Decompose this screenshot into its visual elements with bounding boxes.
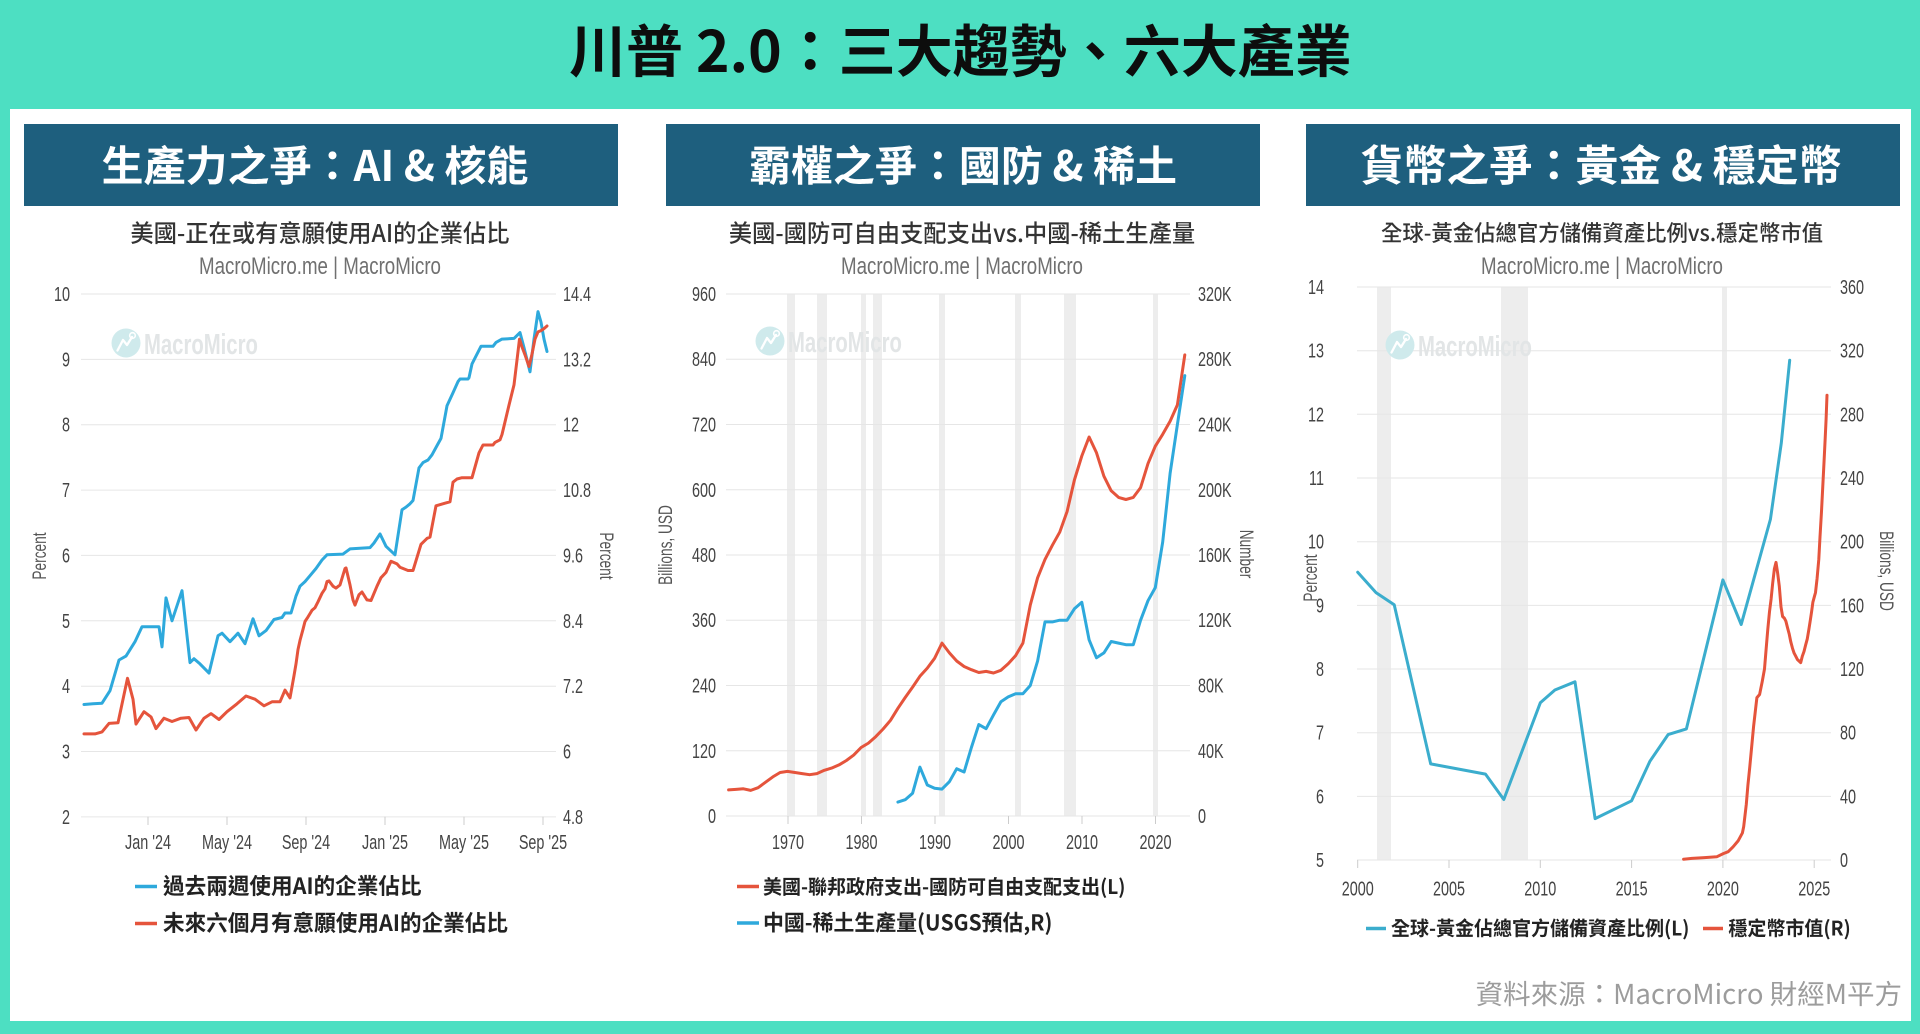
svg-text:Billions, USD: Billions, USD <box>655 505 677 585</box>
svg-text:4: 4 <box>62 675 70 698</box>
svg-text:320: 320 <box>1840 339 1864 362</box>
svg-text:14: 14 <box>1308 276 1324 299</box>
svg-text:280K: 280K <box>1198 348 1232 371</box>
svg-text:0: 0 <box>1840 849 1848 872</box>
svg-text:2000: 2000 <box>992 831 1024 854</box>
svg-text:2010: 2010 <box>1066 831 1098 854</box>
svg-text:40: 40 <box>1840 785 1856 808</box>
svg-text:8.4: 8.4 <box>563 609 583 632</box>
svg-text:2025: 2025 <box>1798 877 1830 900</box>
svg-text:Sep '25: Sep '25 <box>519 831 567 854</box>
svg-text:MacroMicro: MacroMicro <box>1418 331 1532 363</box>
svg-text:1970: 1970 <box>772 831 804 854</box>
svg-text:2: 2 <box>62 806 70 829</box>
svg-text:120: 120 <box>1840 658 1864 681</box>
svg-text:8: 8 <box>1316 658 1324 681</box>
svg-text:840: 840 <box>692 348 716 371</box>
svg-text:960: 960 <box>692 283 716 306</box>
svg-text:360: 360 <box>692 609 716 632</box>
svg-text:12: 12 <box>1308 403 1324 426</box>
svg-text:200: 200 <box>1840 530 1864 553</box>
svg-text:2020: 2020 <box>1707 877 1739 900</box>
svg-text:MacroMicro.me | MacroMicro: MacroMicro.me | MacroMicro <box>199 253 441 280</box>
svg-text:13.2: 13.2 <box>563 348 591 371</box>
svg-text:2005: 2005 <box>1433 877 1465 900</box>
svg-text:480: 480 <box>692 544 716 567</box>
svg-text:240: 240 <box>692 674 716 697</box>
svg-text:MacroMicro: MacroMicro <box>144 329 258 361</box>
svg-text:40K: 40K <box>1198 739 1224 762</box>
svg-text:6: 6 <box>1316 785 1324 808</box>
svg-text:2015: 2015 <box>1616 877 1648 900</box>
svg-text:14.4: 14.4 <box>563 283 591 306</box>
svg-text:10: 10 <box>54 283 70 306</box>
svg-text:Sep '24: Sep '24 <box>282 831 331 854</box>
svg-text:Percent: Percent <box>29 532 51 579</box>
svg-text:11: 11 <box>1309 467 1324 490</box>
svg-text:May '24: May '24 <box>202 831 252 854</box>
svg-text:160K: 160K <box>1198 544 1232 567</box>
svg-text:280: 280 <box>1840 403 1864 426</box>
svg-text:3: 3 <box>62 740 70 763</box>
svg-text:12: 12 <box>563 413 579 436</box>
svg-text:MacroMicro.me | MacroMicro: MacroMicro.me | MacroMicro <box>841 253 1083 280</box>
svg-text:MacroMicro.me | MacroMicro: MacroMicro.me | MacroMicro <box>1481 253 1723 280</box>
svg-text:8: 8 <box>62 413 70 436</box>
svg-text:5: 5 <box>62 609 70 632</box>
svg-text:600: 600 <box>692 478 716 501</box>
svg-text:Number: Number <box>1235 530 1257 579</box>
svg-text:120: 120 <box>692 739 716 762</box>
svg-text:1980: 1980 <box>845 831 877 854</box>
svg-text:240K: 240K <box>1198 413 1232 436</box>
svg-text:9.6: 9.6 <box>563 544 583 567</box>
svg-text:320K: 320K <box>1198 283 1232 306</box>
svg-text:Percent: Percent <box>1300 554 1322 601</box>
svg-text:0: 0 <box>1198 805 1206 828</box>
svg-text:80: 80 <box>1840 721 1856 744</box>
svg-text:10: 10 <box>1308 530 1324 553</box>
svg-text:Jan '25: Jan '25 <box>362 831 408 854</box>
svg-text:2000: 2000 <box>1342 877 1374 900</box>
svg-text:4.8: 4.8 <box>563 806 583 829</box>
svg-text:120K: 120K <box>1198 609 1232 632</box>
svg-text:7.2: 7.2 <box>563 675 583 698</box>
svg-text:240: 240 <box>1840 467 1864 490</box>
svg-text:Jan '24: Jan '24 <box>125 831 171 854</box>
svg-text:MacroMicro: MacroMicro <box>788 327 902 359</box>
svg-text:160: 160 <box>1840 594 1864 617</box>
svg-text:Percent: Percent <box>595 532 617 579</box>
svg-text:7: 7 <box>62 479 70 502</box>
svg-text:7: 7 <box>1316 721 1324 744</box>
svg-text:13: 13 <box>1308 339 1324 362</box>
svg-text:10.8: 10.8 <box>563 479 591 502</box>
svg-text:360: 360 <box>1840 276 1864 299</box>
svg-text:200K: 200K <box>1198 478 1232 501</box>
svg-text:May '25: May '25 <box>439 831 489 854</box>
svg-text:0: 0 <box>708 805 716 828</box>
svg-text:720: 720 <box>692 413 716 436</box>
svg-text:6: 6 <box>563 740 571 763</box>
svg-text:2020: 2020 <box>1139 831 1171 854</box>
svg-text:1990: 1990 <box>919 831 951 854</box>
svg-text:9: 9 <box>1316 594 1324 617</box>
svg-text:2010: 2010 <box>1524 877 1556 900</box>
svg-text:5: 5 <box>1316 849 1324 872</box>
svg-text:6: 6 <box>62 544 70 567</box>
svg-text:Billions, USD: Billions, USD <box>1875 531 1897 611</box>
svg-text:80K: 80K <box>1198 674 1224 697</box>
svg-text:9: 9 <box>62 348 70 371</box>
